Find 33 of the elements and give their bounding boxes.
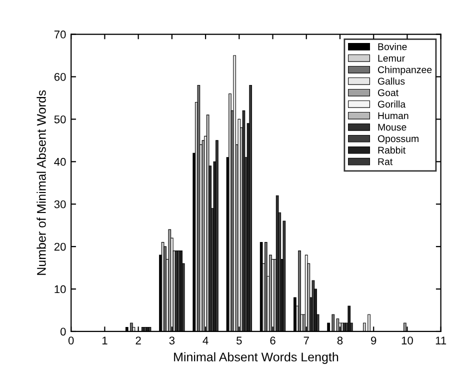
legend-label: Lemur — [378, 54, 405, 62]
y-tick-label: 20 — [54, 242, 66, 251]
legend-label: Goat — [378, 89, 398, 96]
legend-label: Gallus — [378, 78, 405, 85]
y-tick-label: 60 — [54, 73, 66, 81]
y-tick-label: 0 — [60, 328, 66, 336]
x-tick-label: 7 — [304, 336, 309, 344]
y-tick-label: 30 — [54, 200, 66, 208]
x-tick-label: 6 — [270, 336, 276, 344]
x-tick-label: 3 — [169, 336, 175, 344]
legend-label: Rat — [378, 158, 393, 166]
legend-label: Chimpanzee — [378, 66, 432, 76]
x-tick-label: 11 — [436, 336, 446, 344]
x-tick-label: 0 — [68, 336, 74, 344]
legend-label: Mouse — [378, 124, 406, 131]
legend-label: Rabbit — [378, 146, 406, 154]
legend-label: Gorilla — [378, 100, 406, 108]
y-axis-title: Number of Minimal Absent Words — [36, 90, 46, 275]
y-tick-label: 10 — [54, 285, 66, 294]
x-tick-label: 2 — [136, 336, 141, 344]
x-tick-label: 9 — [371, 336, 376, 344]
y-tick-label: 70 — [54, 30, 66, 38]
x-tick-label: 1 — [102, 336, 108, 344]
y-tick-label: 50 — [54, 115, 66, 124]
legend-label: Opossum — [378, 135, 418, 144]
x-tick-label: 8 — [337, 336, 343, 344]
x-tick-label: 4 — [202, 336, 208, 344]
legend-label: Human — [378, 112, 408, 120]
y-tick-label: 40 — [54, 158, 66, 166]
legend-label: Bovine — [378, 43, 407, 50]
x-tick-label: 5 — [236, 336, 242, 344]
x-tick-label: 10 — [402, 336, 413, 344]
x-axis-title: Minimal Absent Words Length — [174, 352, 338, 364]
